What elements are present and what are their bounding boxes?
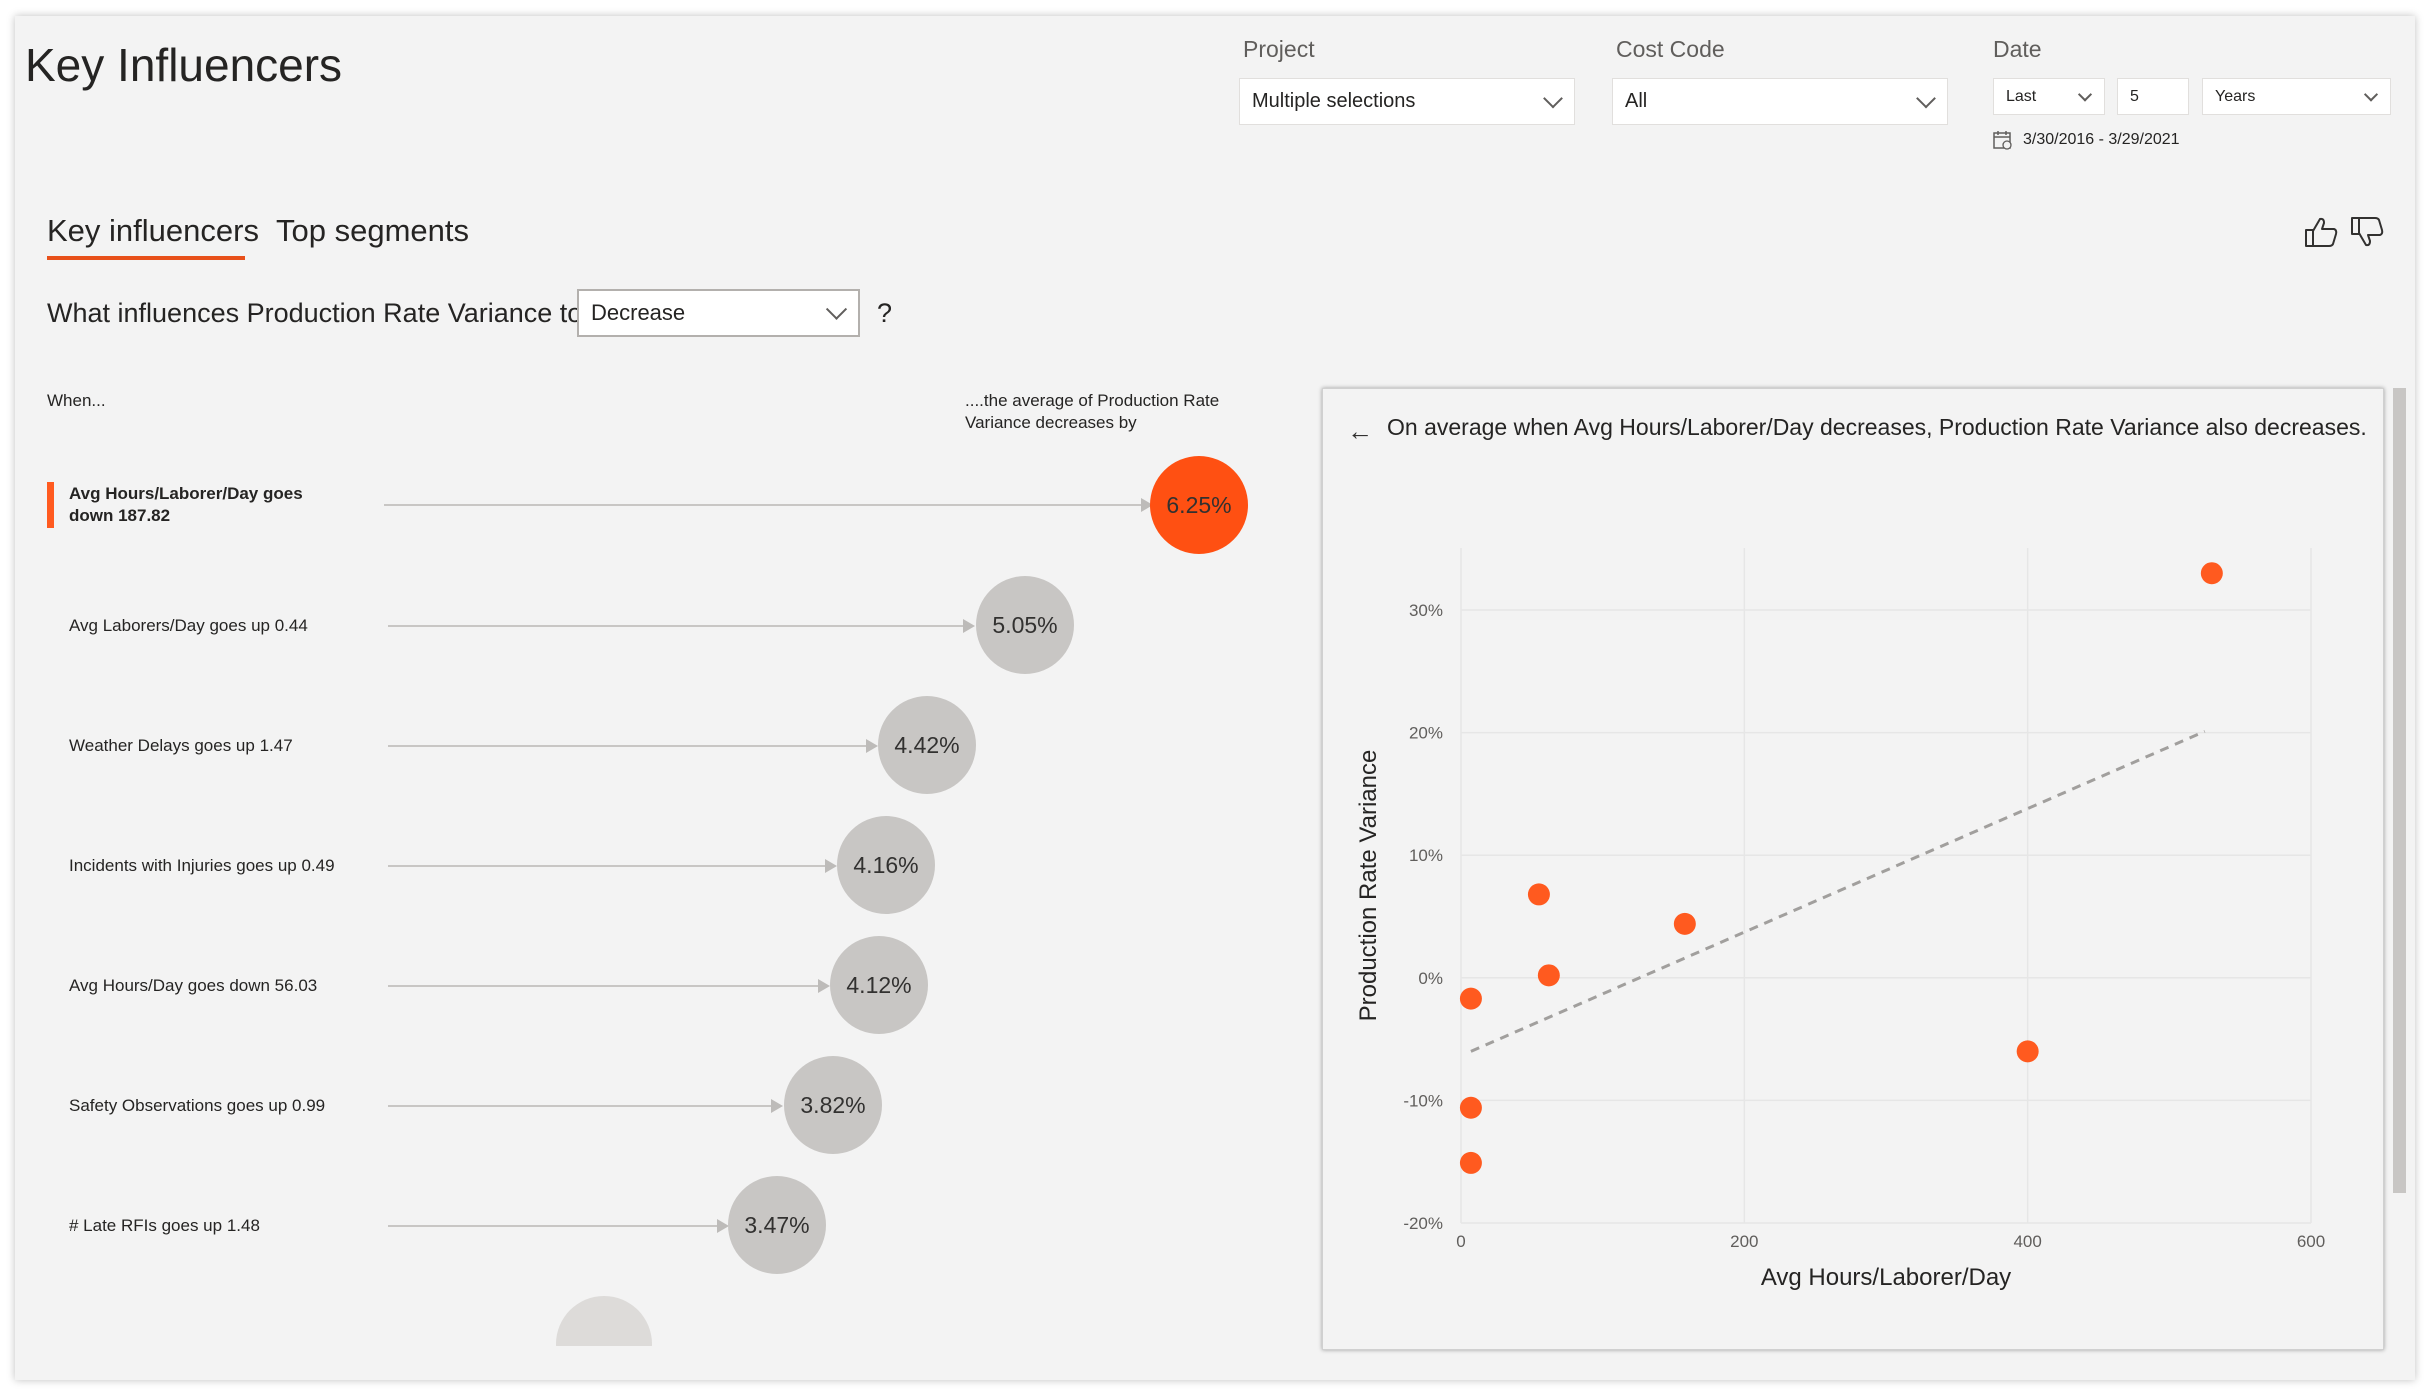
chevron-down-icon	[1543, 88, 1563, 108]
date-unit-dropdown[interactable]: Years	[2202, 78, 2391, 115]
page-title: Key Influencers	[25, 39, 343, 91]
chevron-down-icon	[1916, 88, 1936, 108]
arrowhead-icon	[825, 859, 837, 873]
connector-line	[388, 1105, 777, 1107]
date-range-text: 3/30/2016 - 3/29/2021	[2023, 131, 2180, 148]
chevron-down-icon	[2077, 86, 2093, 102]
thumbs-up-icon[interactable]	[2303, 215, 2339, 249]
arrowhead-icon	[963, 619, 975, 633]
direction-dropdown[interactable]: Decrease	[577, 289, 860, 337]
influencer-bubble[interactable]: 4.42%	[878, 696, 976, 794]
partial-bubble	[556, 1296, 652, 1346]
influencer-bubble[interactable]: 4.16%	[837, 816, 935, 914]
influencer-bubble[interactable]: 3.82%	[784, 1056, 882, 1154]
arrowhead-icon	[818, 979, 830, 993]
connector-line	[388, 1225, 723, 1227]
date-filter-label: Date	[1993, 36, 2042, 62]
date-unit-value: Years	[2215, 87, 2256, 105]
selected-row-indicator	[47, 482, 54, 528]
active-tab-indicator	[47, 256, 245, 260]
influencer-label[interactable]: Avg Hours/Day goes down 56.03	[69, 976, 318, 995]
date-mode-dropdown[interactable]: Last	[1993, 78, 2105, 115]
influencer-bubble[interactable]: 3.47%	[728, 1176, 826, 1274]
tab-key-influencers[interactable]: Key influencers	[47, 213, 259, 248]
project-filter-dropdown[interactable]: Multiple selections	[1239, 78, 1575, 125]
detail-title: On average when Avg Hours/Laborer/Day de…	[1387, 414, 2367, 440]
influencer-bubble[interactable]: 6.25%	[1150, 456, 1248, 554]
arrow-left-icon[interactable]: ←	[1347, 416, 1373, 446]
influencer-label[interactable]: Avg Hours/Laborer/Day goes down 187.82	[69, 484, 303, 525]
thumbs-down-icon[interactable]	[2349, 215, 2385, 249]
arrowhead-icon	[771, 1099, 783, 1113]
influencer-label[interactable]: Incidents with Injuries goes up 0.49	[69, 856, 335, 875]
influencer-bubble[interactable]: 4.12%	[830, 936, 928, 1034]
connector-line	[388, 985, 823, 987]
chevron-down-icon	[825, 298, 848, 320]
influencer-label[interactable]: Weather Delays goes up 1.47	[69, 736, 293, 755]
detail-panel: ← On average when Avg Hours/Laborer/Day …	[1322, 388, 2384, 1350]
question-mark: ?	[877, 298, 893, 328]
question-prompt: What influences Production Rate Variance…	[47, 298, 583, 328]
arrowhead-icon	[717, 1219, 729, 1233]
cost-code-filter-value: All	[1625, 90, 1648, 112]
when-column-header: When...	[47, 391, 106, 410]
tab-top-segments[interactable]: Top segments	[276, 213, 469, 248]
date-mode-value: Last	[2006, 87, 2037, 105]
arrowhead-icon	[866, 739, 878, 753]
influencer-label[interactable]: # Late RFIs goes up 1.48	[69, 1216, 260, 1235]
cost-code-filter-dropdown[interactable]: All	[1612, 78, 1948, 125]
connector-line	[384, 504, 1141, 506]
date-count-input[interactable]: 5	[2117, 78, 2189, 115]
chevron-down-icon	[2363, 86, 2379, 102]
date-range: 3/30/2016 - 3/29/2021	[1993, 130, 2180, 150]
connector-line	[388, 625, 970, 627]
connector-line	[388, 865, 831, 867]
influencer-label[interactable]: Safety Observations goes up 0.99	[69, 1096, 326, 1115]
calendar-icon	[1993, 131, 2012, 150]
effect-column-header: ....the average of Production Rate Varia…	[965, 391, 1220, 432]
project-filter-value: Multiple selections	[1252, 90, 1416, 112]
influencer-bubble[interactable]: 5.05%	[976, 576, 1074, 674]
influencer-label[interactable]: Avg Laborers/Day goes up 0.44	[69, 616, 308, 635]
direction-value: Decrease	[591, 300, 686, 325]
connector-line	[388, 745, 872, 747]
date-count-value: 5	[2130, 87, 2139, 105]
project-filter-label: Project	[1243, 36, 1315, 62]
cost-code-filter-label: Cost Code	[1616, 36, 1725, 62]
scrollbar[interactable]	[2393, 388, 2406, 1193]
